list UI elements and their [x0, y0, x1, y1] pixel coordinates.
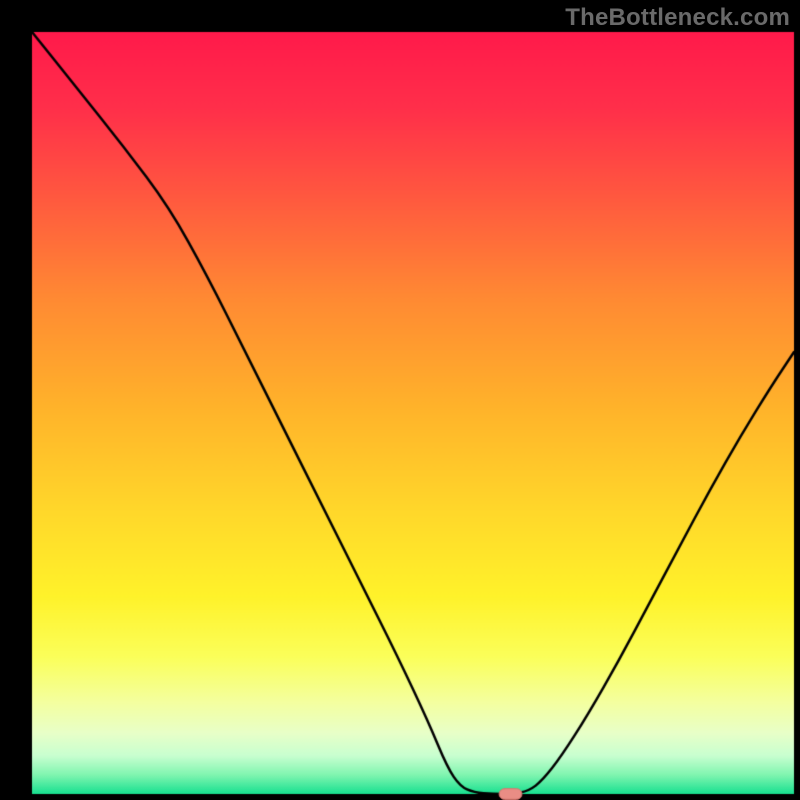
- chart-container: TheBottleneck.com: [0, 0, 800, 800]
- watermark-text: TheBottleneck.com: [565, 4, 790, 32]
- chart-canvas: [0, 0, 800, 800]
